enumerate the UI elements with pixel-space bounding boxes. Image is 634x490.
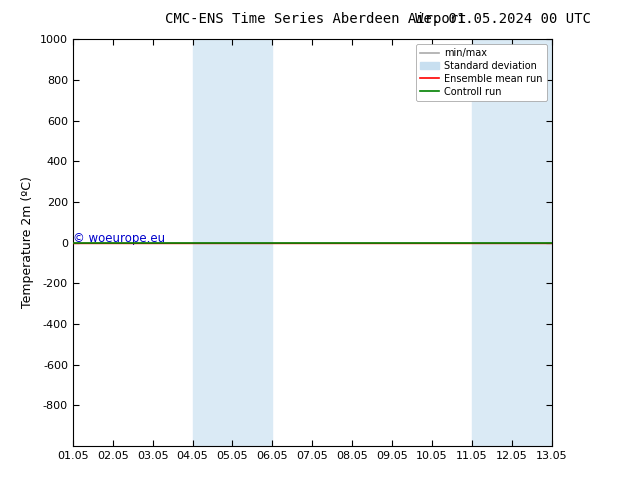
Legend: min/max, Standard deviation, Ensemble mean run, Controll run: min/max, Standard deviation, Ensemble me… xyxy=(416,44,547,100)
Bar xyxy=(193,39,273,446)
Text: CMC-ENS Time Series Aberdeen Airport: CMC-ENS Time Series Aberdeen Airport xyxy=(165,12,467,26)
Text: We. 01.05.2024 00 UTC: We. 01.05.2024 00 UTC xyxy=(415,12,591,26)
Y-axis label: Temperature 2m (ºC): Temperature 2m (ºC) xyxy=(22,176,34,309)
Text: © woeurope.eu: © woeurope.eu xyxy=(74,232,165,245)
Bar xyxy=(472,39,552,446)
